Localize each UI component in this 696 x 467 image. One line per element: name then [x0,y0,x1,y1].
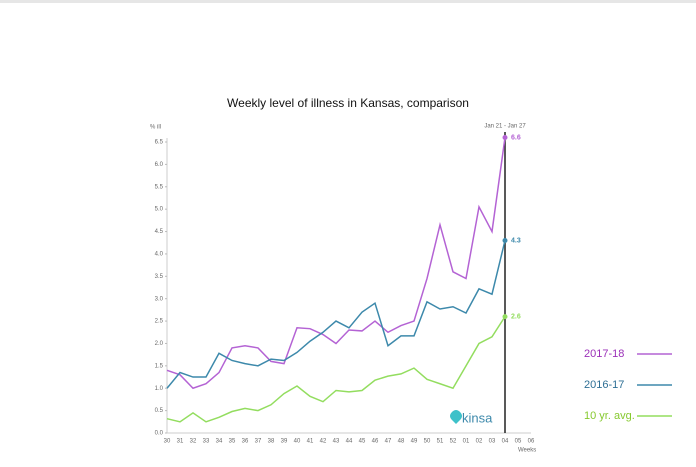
y-tick-label: 3.5 [155,274,164,280]
y-tick-label: 3.0 [155,296,164,302]
x-tick-label: 42 [320,439,327,445]
highlight-label: Jan 21 - Jan 27 [484,124,526,130]
x-tick-label: 39 [281,439,288,445]
x-tick-label: 05 [515,439,522,445]
legend-label: 10 yr. avg. [584,410,635,422]
y-tick-label: 4.5 [155,229,164,235]
chart-title: Weekly level of illness in Kansas, compa… [227,96,469,110]
y-axis-label: % ill [150,125,161,131]
x-tick-label: 52 [450,439,457,445]
x-tick-label: 31 [177,439,184,445]
end-label: 2.6 [511,313,521,320]
end-point [502,135,508,141]
series-line [166,316,506,423]
legend-label: 2016-17 [584,379,624,391]
x-tick-label: 49 [411,439,418,445]
x-tick-label: 02 [476,439,483,445]
y-tick-label: 0.5 [155,408,164,414]
x-tick-label: 47 [385,439,392,445]
end-point [502,237,508,243]
series-line [166,240,506,389]
x-tick-label: 36 [242,439,249,445]
x-tick-label: 41 [307,439,314,445]
logo-icon [450,410,462,424]
x-tick-label: 37 [255,439,262,445]
x-tick-label: 48 [398,439,405,445]
x-tick-label: 01 [463,439,470,445]
y-tick-label: 1.5 [155,363,164,369]
x-tick-label: 35 [229,439,236,445]
y-tick-label: 5.0 [155,207,164,213]
y-tick-label: 2.5 [155,319,164,325]
x-tick-label: 33 [203,439,210,445]
x-tick-label: 30 [164,439,171,445]
x-tick-label: 46 [372,439,379,445]
x-tick-label: 45 [359,439,366,445]
series-line [166,137,506,390]
y-tick-label: 1.0 [155,386,164,392]
y-tick-label: 0.0 [155,431,164,437]
y-tick-label: 2.0 [155,341,164,347]
y-tick-label: 6.0 [155,162,164,168]
x-tick-label: 34 [216,439,223,445]
top-bar [0,0,696,3]
x-tick-label: 03 [489,439,496,445]
y-tick-label: 6.5 [155,140,164,146]
x-tick-label: 50 [424,439,431,445]
x-tick-label: 44 [346,439,353,445]
y-tick-label: 4.0 [155,252,164,258]
watermark: kinsa [462,410,493,425]
x-tick-label: 38 [268,439,275,445]
x-axis-label: Weeks [518,448,536,454]
x-tick-label: 06 [528,439,535,445]
x-tick-label: 04 [502,439,509,445]
legend-label: 2017-18 [584,348,624,360]
x-tick-label: 32 [190,439,197,445]
end-label: 4.3 [511,237,521,244]
x-tick-label: 51 [437,439,444,445]
end-label: 6.6 [511,134,521,141]
x-tick-label: 40 [294,439,301,445]
x-tick-label: 43 [333,439,340,445]
end-point [502,314,508,320]
y-tick-label: 5.5 [155,184,164,190]
